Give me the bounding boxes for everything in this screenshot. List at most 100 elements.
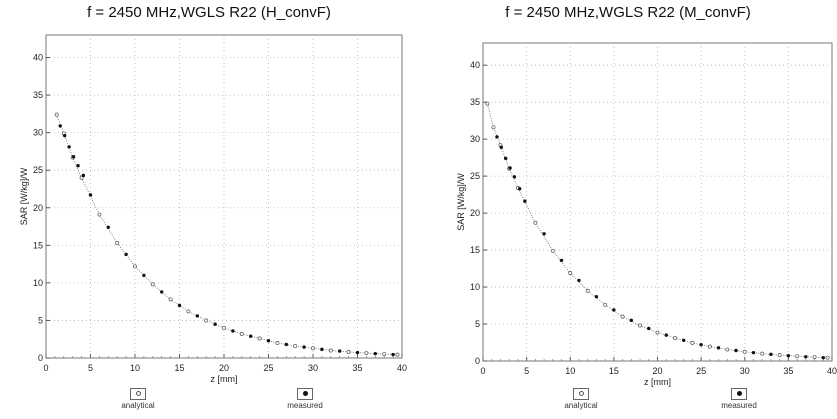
measured-point bbox=[88, 193, 93, 197]
measured-point bbox=[508, 166, 512, 170]
analytical-point bbox=[311, 346, 315, 351]
analytical-point bbox=[725, 347, 730, 352]
measured-point bbox=[213, 322, 217, 326]
analytical-point bbox=[97, 212, 102, 217]
y-axis-label: SAR [W/kg]/W bbox=[19, 167, 29, 225]
chart-panel-h-convf: f = 2450 MHz,WGLS R22 (H_convF) 0 5 10 15 20… bbox=[0, 0, 418, 419]
y-tick-label: 10 bbox=[33, 278, 43, 288]
y-tick-label: 15 bbox=[470, 245, 480, 255]
measured-point bbox=[62, 133, 67, 138]
measured-point bbox=[231, 329, 235, 333]
measured-point bbox=[594, 294, 599, 299]
analytical-point bbox=[364, 351, 369, 355]
analytical-point bbox=[760, 351, 765, 356]
analytical-point bbox=[672, 336, 677, 341]
y-tick-label: 35 bbox=[470, 97, 480, 107]
measured-point bbox=[355, 350, 360, 355]
x-tick-label: 15 bbox=[609, 366, 619, 376]
analytical-point bbox=[485, 101, 490, 106]
measured-point bbox=[71, 154, 76, 159]
analytical-point bbox=[777, 353, 782, 358]
analytical-point bbox=[239, 332, 244, 336]
measured-point bbox=[142, 273, 146, 278]
x-axis-label: z [mm] bbox=[211, 374, 238, 384]
analytical-point bbox=[638, 323, 642, 328]
x-tick-label: 20 bbox=[652, 366, 662, 376]
measured-point bbox=[160, 290, 164, 294]
plot-frame bbox=[45, 34, 403, 359]
legend-analytical-label: analytical bbox=[564, 401, 598, 410]
y-tick-label: 25 bbox=[33, 165, 43, 175]
measured-point bbox=[58, 124, 62, 128]
chart-panel-m-convf: f = 2450 MHz,WGLS R22 (M_convF) 0 5 10 15 20… bbox=[419, 0, 837, 419]
measured-point bbox=[81, 173, 86, 178]
x-tick-label: 20 bbox=[219, 363, 229, 373]
legend-measured-marker bbox=[297, 388, 313, 400]
measured-point bbox=[249, 334, 253, 338]
y-tick-label: 30 bbox=[470, 134, 480, 144]
analytical-point bbox=[620, 314, 625, 319]
legend-measured-label: measured bbox=[287, 401, 323, 410]
y-tick-label: 40 bbox=[470, 60, 480, 70]
measured-point bbox=[106, 225, 111, 229]
x-tick-label: 5 bbox=[524, 366, 529, 376]
y-tick-label: 30 bbox=[33, 128, 43, 138]
x-tick-label: 40 bbox=[827, 366, 837, 376]
measured-point bbox=[716, 346, 721, 350]
measured-point bbox=[320, 347, 324, 352]
y-tick-label: 20 bbox=[470, 208, 480, 218]
analytical-point bbox=[533, 220, 538, 225]
analytical-point bbox=[491, 125, 496, 130]
measured-point bbox=[786, 353, 791, 358]
legend-analytical: analytical bbox=[541, 388, 621, 411]
measured-point bbox=[559, 258, 564, 263]
analytical-point bbox=[550, 248, 555, 253]
x-tick-label: 0 bbox=[480, 366, 485, 376]
measured-point bbox=[734, 348, 738, 353]
x-tick-label: 10 bbox=[130, 363, 140, 373]
legend-analytical-label: analytical bbox=[121, 401, 155, 410]
measured-point bbox=[523, 199, 527, 203]
chart-title: f = 2450 MHz,WGLS R22 (H_convF) bbox=[87, 4, 331, 21]
analytical-point bbox=[293, 344, 298, 348]
y-tick-label: 15 bbox=[33, 240, 43, 250]
x-tick-label: 5 bbox=[88, 363, 93, 373]
analytical-point bbox=[115, 241, 120, 246]
sar-plot: 0 5 10 15 20 25 30 35 40 0 5 10 15 20 25 30 35 40 z [mm] SA… bbox=[19, 34, 407, 384]
analytical-point bbox=[257, 336, 262, 341]
analytical-point bbox=[186, 309, 191, 314]
legend-measured-marker bbox=[731, 388, 747, 400]
measured-point bbox=[769, 352, 773, 357]
analytical-point bbox=[382, 352, 387, 356]
measured-point bbox=[804, 355, 808, 359]
analytical-point bbox=[54, 112, 59, 117]
measured-point bbox=[373, 351, 377, 356]
x-tick-label: 10 bbox=[565, 366, 575, 376]
y-tick-label: 10 bbox=[470, 282, 480, 292]
analytical-point bbox=[825, 355, 830, 360]
analytical-point bbox=[395, 352, 400, 357]
measured-point bbox=[681, 338, 686, 342]
measured-point bbox=[647, 326, 651, 331]
measured-point bbox=[499, 145, 504, 149]
measured-point bbox=[503, 156, 508, 161]
x-tick-label: 35 bbox=[352, 363, 362, 373]
chart-title: f = 2450 MHz,WGLS R22 (M_convF) bbox=[505, 4, 751, 21]
y-tick-label: 5 bbox=[475, 319, 480, 329]
measured-point bbox=[124, 252, 128, 257]
y-axis-label: SAR [W/kg]/W bbox=[456, 173, 466, 231]
analytical-point bbox=[742, 349, 747, 354]
x-tick-label: 15 bbox=[174, 363, 184, 373]
measured-point bbox=[266, 339, 271, 343]
analytical-point bbox=[603, 302, 608, 307]
measured-point bbox=[338, 349, 342, 353]
analytical-point bbox=[168, 297, 173, 302]
x-tick-label: 25 bbox=[263, 363, 273, 373]
measured-point bbox=[302, 345, 306, 349]
analytical-point bbox=[204, 318, 209, 323]
x-tick-label: 25 bbox=[696, 366, 706, 376]
y-tick-label: 35 bbox=[33, 90, 43, 100]
measured-point bbox=[821, 355, 825, 360]
x-tick-label: 30 bbox=[308, 363, 318, 373]
measured-point bbox=[612, 308, 616, 312]
